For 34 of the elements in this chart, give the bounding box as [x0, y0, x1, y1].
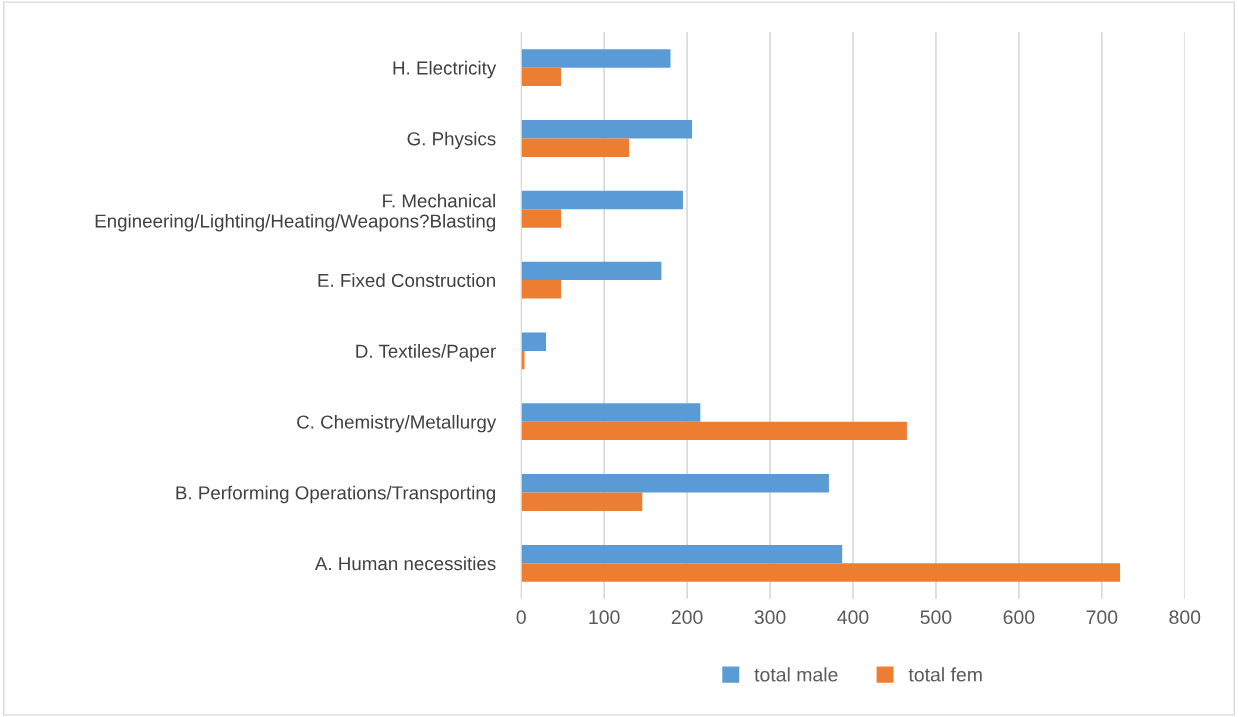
- x-tick-label: 300: [754, 610, 786, 625]
- x-tick-label: 500: [920, 610, 952, 625]
- bar: [521, 49, 671, 68]
- x-tick-label: 0: [516, 610, 526, 625]
- bar: [521, 261, 662, 281]
- y-tick-label: B. Performing Operations/Transporting: [176, 485, 496, 504]
- x-tick-label: 100: [589, 610, 620, 625]
- bar: [521, 332, 547, 351]
- y-tick-label: E. Fixed Construction: [318, 273, 495, 288]
- y-tick-label: G. Physics: [407, 131, 496, 150]
- y-tick-label: H. Electricity: [393, 60, 497, 79]
- bar: [521, 138, 630, 157]
- y-tick-label: D. Textiles/Paper: [356, 344, 496, 362]
- bar: [521, 563, 1121, 582]
- bar: [521, 474, 829, 493]
- y-tick-label: A. Human necessities: [314, 556, 496, 571]
- legend-label: total male: [754, 667, 838, 682]
- bar: [521, 492, 643, 511]
- legend-label: total fem: [908, 667, 982, 682]
- x-tick-label: 200: [671, 610, 703, 625]
- bar: [521, 209, 562, 228]
- y-tick-label: F. Mechanical Engineering/Lighting/Heating/Weapons?Blasting: [95, 193, 496, 232]
- bar: [521, 280, 562, 299]
- bar: [521, 421, 907, 441]
- bar: [521, 67, 562, 87]
- bar: [521, 190, 683, 210]
- x-tick-label: 400: [837, 610, 869, 625]
- x-tick-label: 800: [1169, 610, 1201, 625]
- y-tick-label: C. Chemistry/Metallurgy: [297, 414, 497, 433]
- bar: [521, 120, 693, 139]
- x-tick-label: 700: [1086, 610, 1118, 625]
- bar: [521, 544, 843, 564]
- x-tick-label: 600: [1003, 610, 1035, 625]
- bar: [521, 403, 701, 422]
